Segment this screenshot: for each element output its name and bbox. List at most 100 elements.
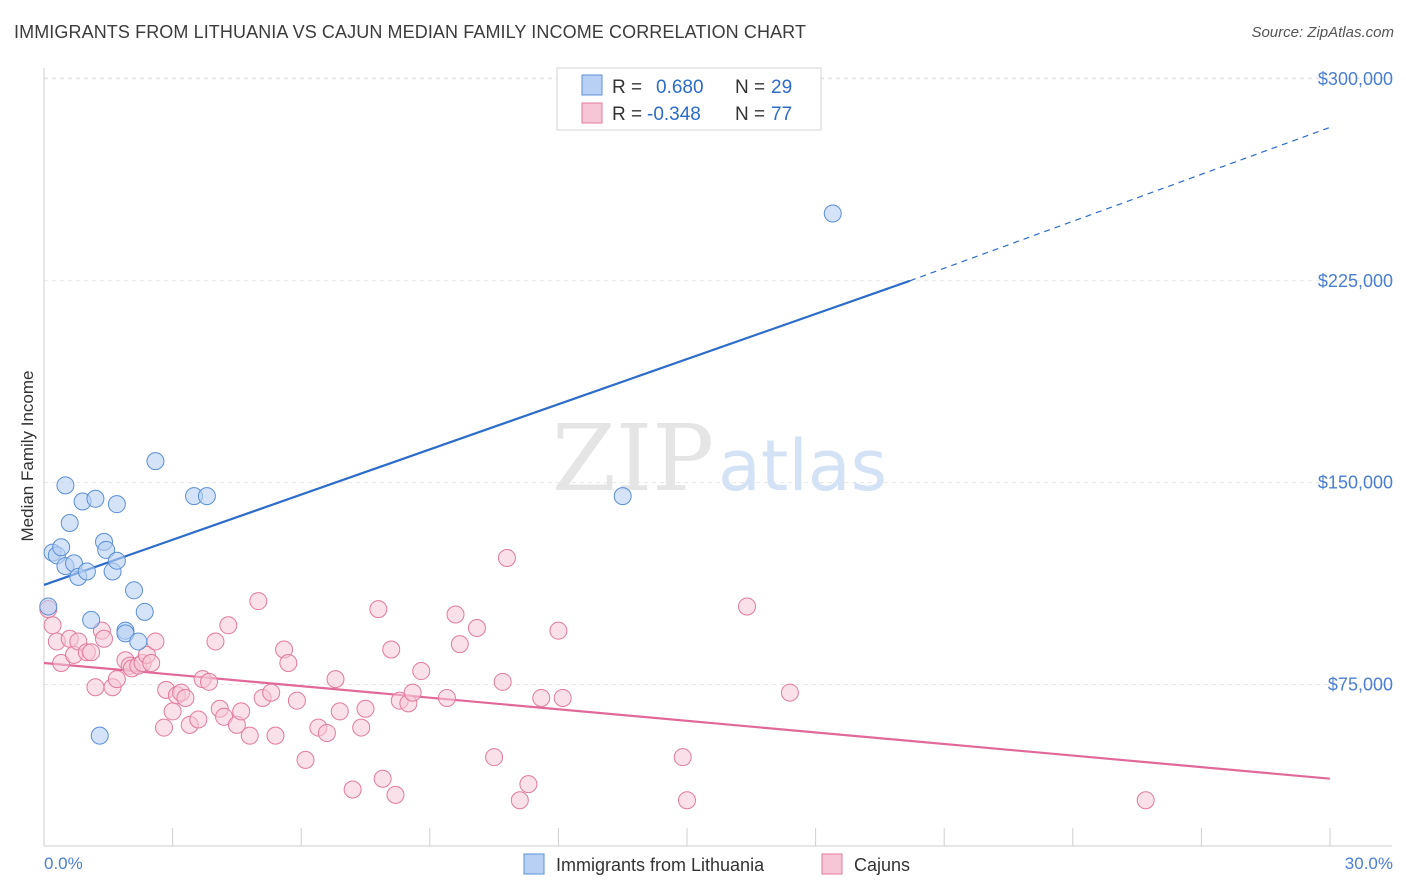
chart-title: IMMIGRANTS FROM LITHUANIA VS CAJUN MEDIA… <box>14 22 807 42</box>
point-cajuns-62 <box>437 688 456 707</box>
point-cajuns-56 <box>382 640 401 659</box>
point-cajuns-63 <box>446 605 465 624</box>
point-lithuania-21 <box>125 581 144 600</box>
point-cajuns-46 <box>296 750 315 769</box>
point-cajuns-31 <box>200 672 219 691</box>
legend-r-label-1: R = <box>612 77 642 98</box>
point-cajuns-27 <box>176 688 195 707</box>
y-axis-label: Median Family Income <box>18 370 37 541</box>
point-cajuns-53 <box>356 699 375 718</box>
point-lithuania-3 <box>52 538 71 557</box>
point-cajuns-67 <box>493 672 512 691</box>
point-cajuns-13 <box>107 670 126 689</box>
y-tick-label-2: $225,000 <box>1318 271 1393 291</box>
point-cajuns-38 <box>240 726 259 745</box>
point-cajuns-70 <box>519 775 538 794</box>
point-cajuns-78 <box>1136 791 1155 810</box>
point-lithuania-26 <box>197 487 216 506</box>
point-lithuania-10 <box>77 562 96 581</box>
x-tick-label-max: 30.0% <box>1345 854 1393 873</box>
point-lithuania-20 <box>116 624 135 643</box>
legend-n-label-1: N = <box>735 77 765 98</box>
point-cajuns-77 <box>780 683 799 702</box>
point-cajuns-51 <box>343 780 362 799</box>
trend-line-lithuania-extension <box>909 126 1331 282</box>
trend-line-lithuania <box>43 279 911 586</box>
watermark-zip: ZIP <box>552 405 714 512</box>
point-cajuns-3 <box>52 653 71 672</box>
point-cajuns-75 <box>678 791 696 810</box>
point-cajuns-34 <box>215 707 234 726</box>
point-cajuns-39 <box>249 592 268 611</box>
point-cajuns-52 <box>352 718 371 737</box>
axes <box>43 68 1392 847</box>
point-cajuns-55 <box>373 769 392 788</box>
point-cajuns-44 <box>279 653 298 672</box>
legend-n-value-2: 77 <box>771 104 792 125</box>
point-cajuns-64 <box>450 635 469 654</box>
legend-swatch-lithuania <box>581 74 603 96</box>
y-tick-label-1: $150,000 <box>1318 473 1393 493</box>
point-lithuania-24 <box>146 452 165 471</box>
point-cajuns-29 <box>189 710 208 729</box>
point-cajuns-66 <box>485 748 504 767</box>
point-cajuns-42 <box>266 726 285 745</box>
point-cajuns-35 <box>219 616 238 635</box>
gridlines <box>44 77 1392 686</box>
point-lithuania-22 <box>129 632 148 651</box>
bottom-legend-label-lithuania: Immigrants from Lithuania <box>556 855 765 875</box>
point-lithuania-4 <box>56 476 75 495</box>
point-cajuns-60 <box>403 683 422 702</box>
trend-lines <box>43 126 1331 780</box>
data-points <box>39 204 1155 810</box>
legend-n-label-2: N = <box>735 104 765 125</box>
point-cajuns-11 <box>95 629 114 648</box>
bottom-legend-swatch-lithuania <box>523 853 545 875</box>
point-cajuns-71 <box>532 688 551 707</box>
point-cajuns-65 <box>467 618 486 637</box>
point-cajuns-68 <box>497 549 516 568</box>
point-lithuania-27 <box>613 487 632 506</box>
point-cajuns-45 <box>287 691 306 710</box>
source-label: Source: ZipAtlas.com <box>1251 24 1394 41</box>
series-legend: Immigrants from Lithuania Cajuns <box>523 853 910 875</box>
point-cajuns-1 <box>43 616 62 635</box>
point-cajuns-9 <box>86 678 105 697</box>
y-tick-label-3: $300,000 <box>1318 69 1393 89</box>
legend-r-label-2: R = <box>612 104 642 125</box>
legend-r-value-2: -0.348 <box>647 104 701 125</box>
y-tick-labels: $75,000 $150,000 $225,000 $300,000 <box>1318 69 1393 695</box>
point-cajuns-48 <box>317 723 336 742</box>
point-lithuania-13 <box>90 726 109 745</box>
point-lithuania-6 <box>60 514 79 533</box>
point-lithuania-15 <box>97 540 116 559</box>
stats-legend: R = 0.680 N = 29 R = -0.348 N = 77 <box>556 67 822 131</box>
point-cajuns-22 <box>155 718 174 737</box>
point-cajuns-76 <box>738 597 757 616</box>
x-tick-label-min: 0.0% <box>44 854 83 873</box>
point-cajuns-20 <box>142 653 161 672</box>
point-lithuania-17 <box>107 495 126 514</box>
legend-n-value-1: 29 <box>771 77 792 98</box>
bottom-legend-swatch-cajuns <box>821 853 843 875</box>
point-cajuns-24 <box>163 702 182 721</box>
trend-line-cajuns <box>43 661 1331 780</box>
y-tick-label-0: $75,000 <box>1328 675 1393 695</box>
watermark-atlas: atlas <box>718 425 887 507</box>
legend-r-value-1: 0.680 <box>656 77 704 98</box>
point-cajuns-8 <box>82 643 101 662</box>
point-cajuns-50 <box>330 702 349 721</box>
point-cajuns-37 <box>232 702 251 721</box>
point-lithuania-12 <box>86 489 105 508</box>
point-cajuns-41 <box>262 683 281 702</box>
legend-swatch-cajuns <box>581 102 603 124</box>
point-cajuns-57 <box>386 785 405 804</box>
point-cajuns-73 <box>553 688 572 707</box>
point-lithuania-23 <box>135 602 154 621</box>
bottom-legend-label-cajuns: Cajuns <box>854 855 910 875</box>
point-cajuns-72 <box>549 621 568 640</box>
point-lithuania-18 <box>107 551 126 570</box>
point-cajuns-69 <box>510 791 529 810</box>
point-cajuns-49 <box>326 670 345 689</box>
